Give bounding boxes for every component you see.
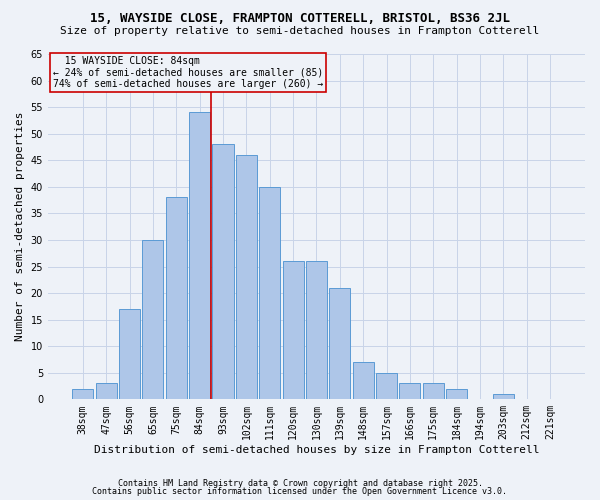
Bar — [283, 261, 304, 400]
Bar — [259, 187, 280, 400]
Bar — [423, 384, 444, 400]
Text: Contains public sector information licensed under the Open Government Licence v3: Contains public sector information licen… — [92, 487, 508, 496]
Bar — [142, 240, 163, 400]
Bar — [306, 261, 327, 400]
Bar — [73, 388, 94, 400]
Text: 15, WAYSIDE CLOSE, FRAMPTON COTTERELL, BRISTOL, BS36 2JL: 15, WAYSIDE CLOSE, FRAMPTON COTTERELL, B… — [90, 12, 510, 26]
X-axis label: Distribution of semi-detached houses by size in Frampton Cotterell: Distribution of semi-detached houses by … — [94, 445, 539, 455]
Bar — [189, 112, 210, 400]
Bar — [400, 384, 421, 400]
Bar — [353, 362, 374, 400]
Y-axis label: Number of semi-detached properties: Number of semi-detached properties — [15, 112, 25, 342]
Bar — [236, 155, 257, 400]
Bar — [493, 394, 514, 400]
Bar — [119, 309, 140, 400]
Bar — [212, 144, 233, 400]
Bar — [376, 373, 397, 400]
Text: Contains HM Land Registry data © Crown copyright and database right 2025.: Contains HM Land Registry data © Crown c… — [118, 478, 482, 488]
Bar — [329, 288, 350, 400]
Bar — [446, 388, 467, 400]
Text: 15 WAYSIDE CLOSE: 84sqm
← 24% of semi-detached houses are smaller (85)
74% of se: 15 WAYSIDE CLOSE: 84sqm ← 24% of semi-de… — [53, 56, 323, 89]
Text: Size of property relative to semi-detached houses in Frampton Cotterell: Size of property relative to semi-detach… — [61, 26, 539, 36]
Bar — [166, 198, 187, 400]
Bar — [95, 384, 117, 400]
